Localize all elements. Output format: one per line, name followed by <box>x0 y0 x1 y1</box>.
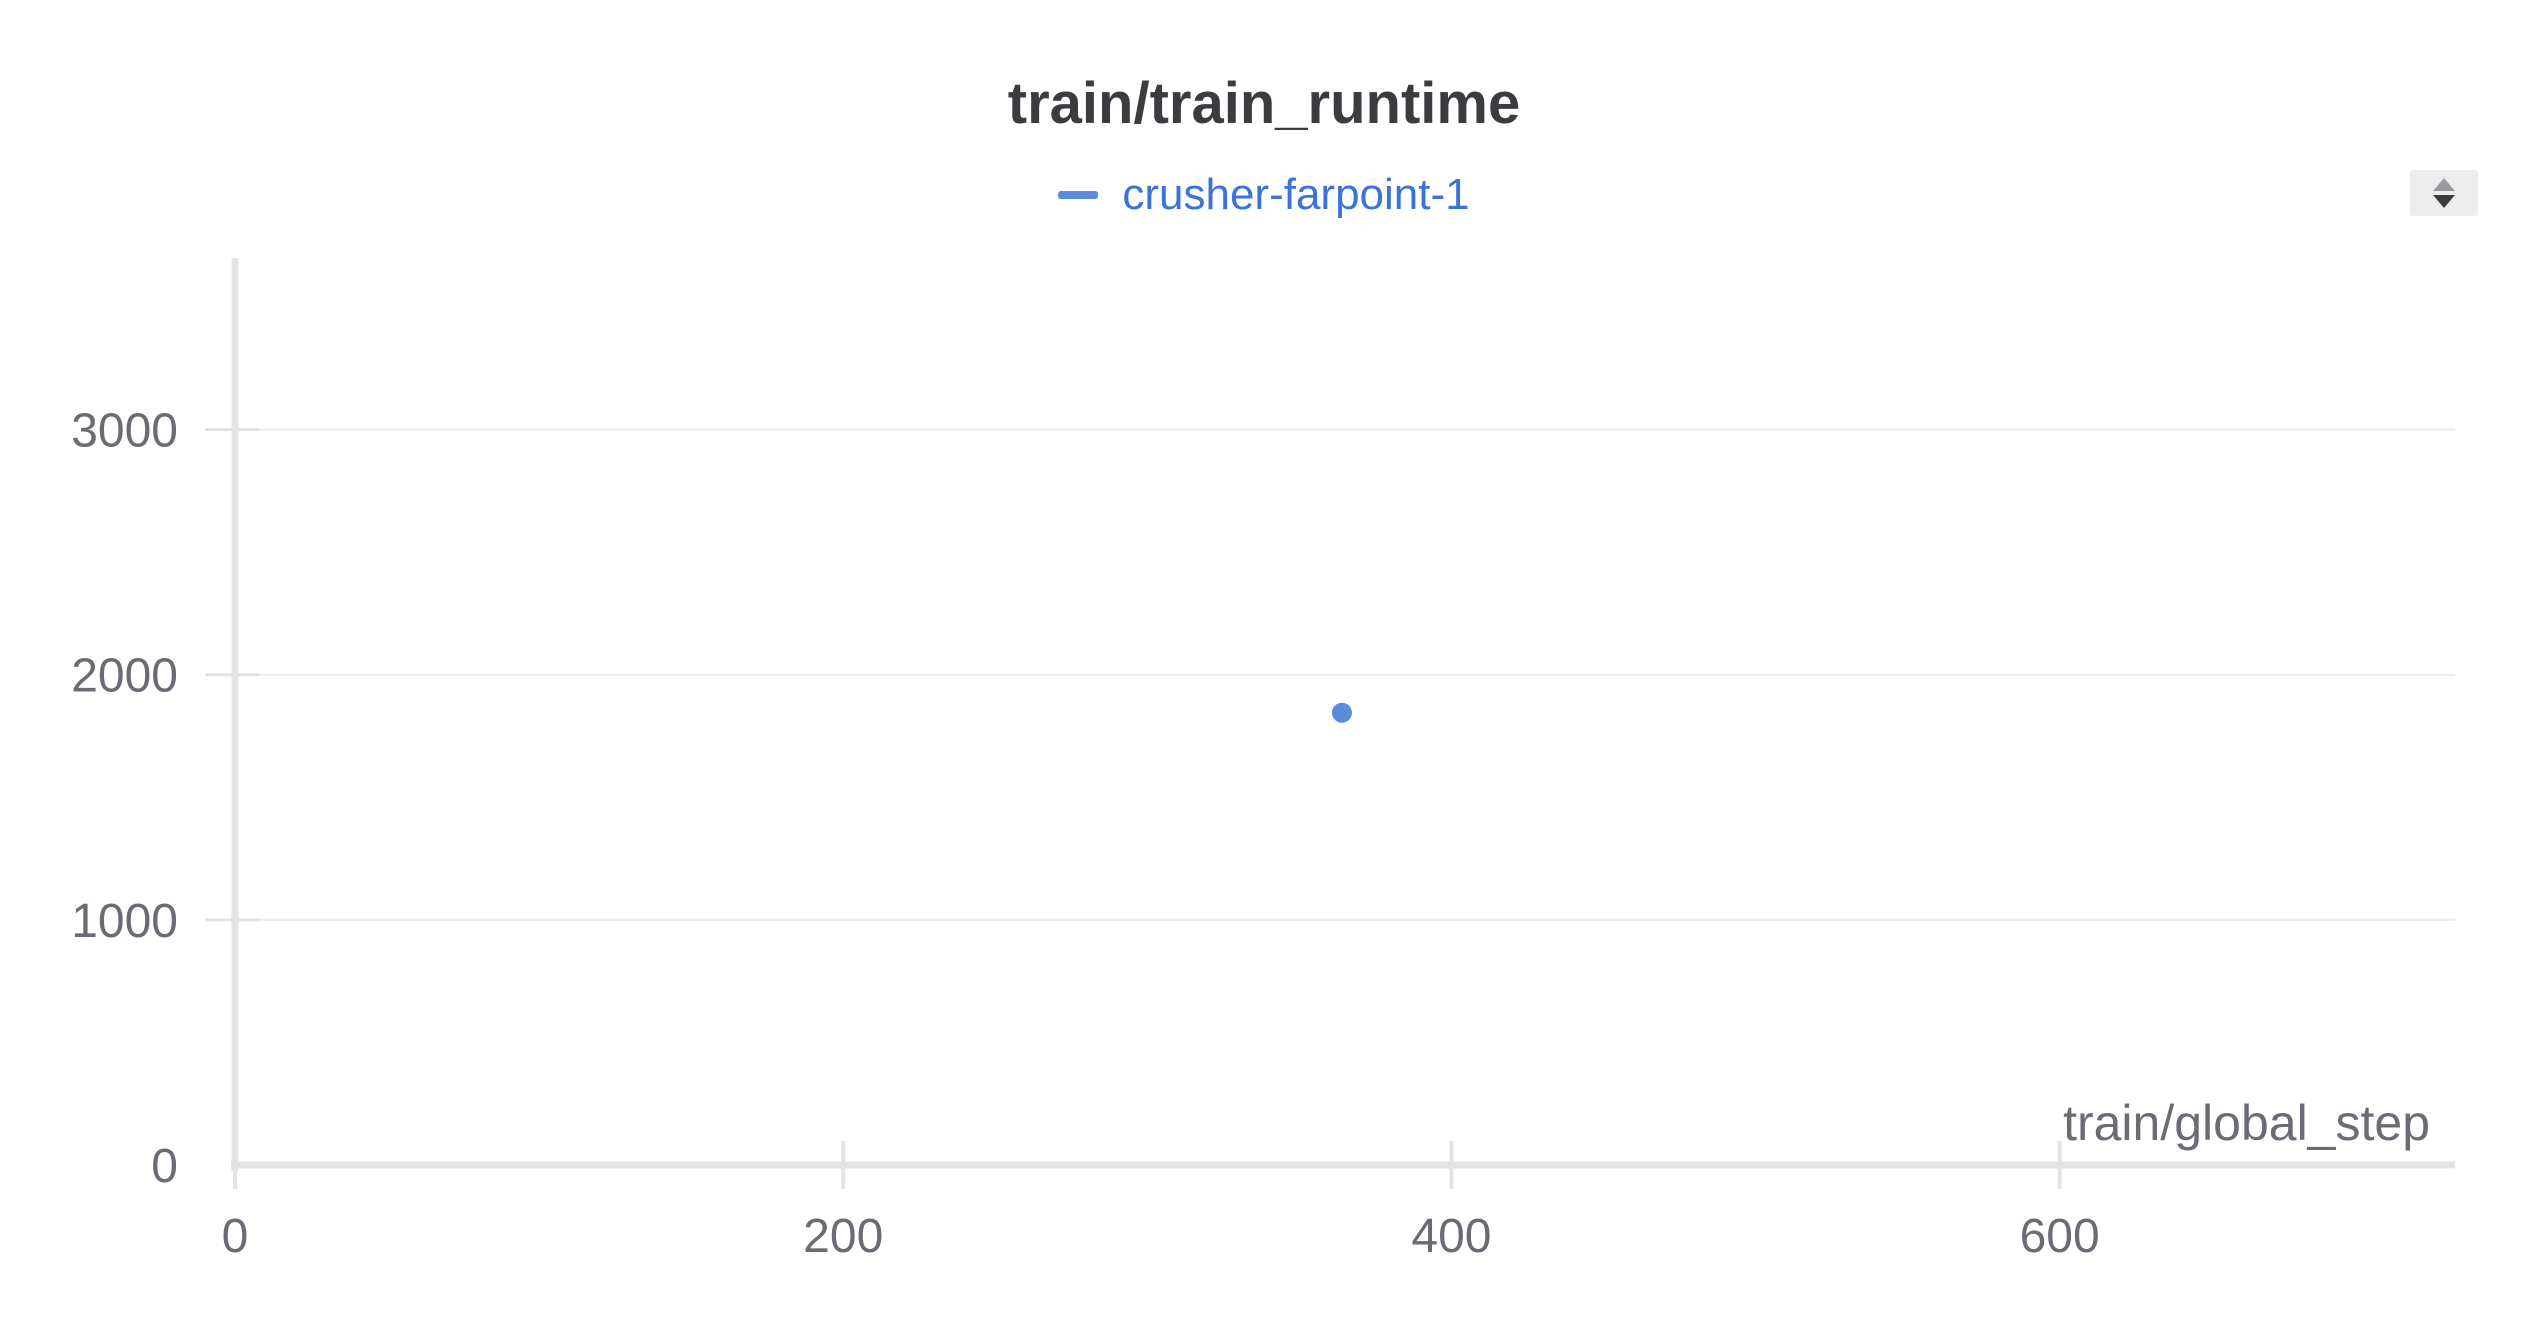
data-points <box>1331 702 1352 723</box>
chart-title: train/train_runtime <box>1007 71 1521 136</box>
y-tick-label: 3000 <box>71 405 178 458</box>
y-tick-label: 2000 <box>71 650 178 703</box>
legend-swatch <box>1058 191 1099 199</box>
x-tick-label: 200 <box>803 1210 883 1263</box>
x-tick-label: 400 <box>1411 1210 1491 1263</box>
data-point[interactable] <box>1331 702 1352 723</box>
axes <box>205 258 2455 1189</box>
sort-down-icon <box>2433 195 2455 208</box>
y-tick-label: 1000 <box>71 895 178 948</box>
x-axis-label: train/global_step <box>2063 1095 2430 1151</box>
y-tick-label: 0 <box>151 1140 178 1193</box>
grid-lines <box>235 428 2455 921</box>
sort-toggle-button[interactable] <box>2410 170 2478 216</box>
x-tick-label: 0 <box>222 1210 249 1263</box>
legend: crusher-farpoint-1 <box>0 170 2528 220</box>
legend-label-crusher-farpoint-1[interactable]: crusher-farpoint-1 <box>1122 170 1470 219</box>
tick-labels: 0 1000 2000 3000 0 200 400 600 <box>71 405 2099 1263</box>
x-tick-label: 600 <box>2020 1210 2100 1263</box>
sort-up-icon <box>2433 178 2455 191</box>
